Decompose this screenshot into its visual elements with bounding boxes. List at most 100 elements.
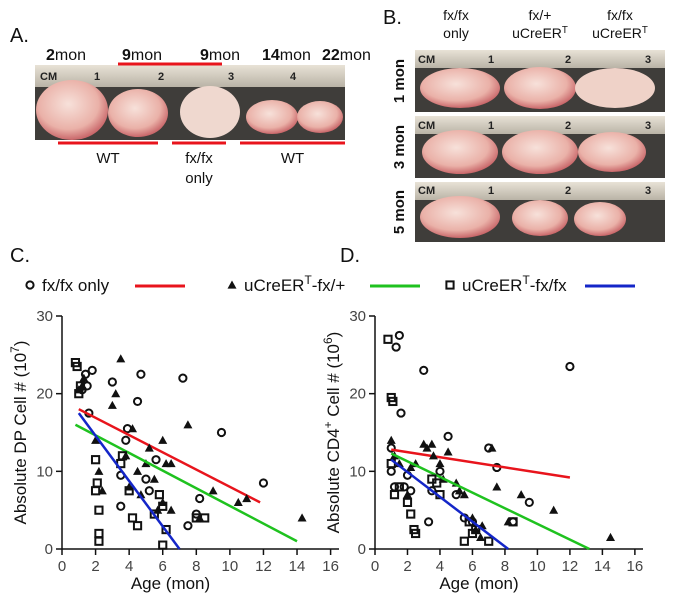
point: [258, 478, 269, 488]
group-label: only: [185, 170, 213, 187]
point: [419, 365, 429, 375]
panel-label: A.: [10, 25, 29, 47]
y-tick-label: 30: [36, 308, 53, 325]
legend-marker: [227, 280, 237, 289]
ruler-label: 3: [645, 120, 651, 132]
age-label: 9mon: [200, 47, 240, 64]
point: [133, 466, 143, 475]
point: [406, 462, 416, 472]
point: [402, 497, 413, 507]
fit-line: [77, 412, 181, 550]
y-axis-label-part: 6: [321, 337, 335, 344]
point: [132, 521, 143, 531]
point: [391, 342, 401, 352]
point: [484, 536, 494, 546]
row-label: 1 mon: [391, 59, 408, 103]
ruler-label: 3: [645, 185, 651, 197]
point: [90, 486, 101, 496]
point: [90, 455, 101, 465]
point: [195, 493, 205, 504]
x-tick-label: 6: [159, 558, 167, 575]
point: [411, 528, 421, 539]
point: [75, 381, 86, 391]
column-header: fx/fx: [607, 7, 633, 23]
column-header-part: only: [443, 25, 469, 41]
point: [166, 459, 176, 468]
point: [451, 490, 461, 500]
point: [87, 365, 97, 375]
point: [443, 431, 453, 441]
age-label-part: 9: [122, 47, 131, 64]
point: [136, 490, 146, 499]
panel-label: B.: [383, 7, 402, 29]
point: [166, 505, 176, 514]
y-tick-label: 20: [349, 386, 366, 403]
ruler-label: CM: [418, 54, 435, 66]
point: [492, 482, 502, 491]
point: [476, 532, 486, 541]
point: [154, 490, 164, 500]
fit-line: [74, 423, 298, 543]
point: [79, 373, 89, 382]
column-header: only: [443, 25, 469, 41]
point: [487, 443, 497, 452]
point: [459, 490, 469, 499]
legend-marker: [445, 280, 455, 290]
column-header-part: uCreER: [512, 25, 562, 41]
point: [459, 536, 469, 546]
point: [399, 482, 409, 492]
point: [233, 497, 243, 506]
point: [389, 482, 400, 492]
x-tick-label: 14: [289, 558, 306, 575]
row-label: 5 mon: [391, 190, 408, 234]
x-tick-label: 2: [91, 558, 99, 575]
column-header-part: uCreER: [592, 25, 642, 41]
point: [161, 524, 171, 535]
point: [141, 474, 151, 484]
y-axis-label-part: Absolute DP Cell # (10: [11, 353, 30, 525]
x-tick-label: 10: [529, 558, 546, 575]
point: [435, 459, 445, 468]
fit-line: [391, 448, 571, 479]
ruler-label: CM: [418, 120, 435, 132]
x-tick-label: 0: [58, 558, 66, 575]
x-tick-label: 16: [627, 558, 644, 575]
point: [606, 532, 616, 541]
fit-line: [390, 452, 590, 551]
x-tick-label: 4: [436, 558, 444, 575]
point: [116, 501, 126, 511]
point: [435, 466, 445, 476]
legend-label-part: uCreER: [462, 276, 522, 295]
age-label-part: mon: [280, 47, 311, 64]
point: [386, 435, 396, 444]
point: [406, 509, 416, 519]
point: [183, 521, 193, 531]
age-label: 14mon: [262, 47, 311, 64]
point: [424, 517, 434, 527]
x-tick-label: 8: [501, 558, 509, 575]
column-header-part: T: [562, 25, 568, 36]
legend-label: fx/fx only: [42, 276, 110, 295]
point: [183, 420, 193, 429]
legend-label-part: -fx/+: [312, 276, 346, 295]
age-label: 9mon: [122, 47, 162, 64]
y-tick-label: 10: [36, 463, 53, 480]
age-label-part: 9: [200, 47, 209, 64]
point: [178, 373, 188, 383]
legend-label-part: T: [522, 273, 529, 287]
point: [443, 447, 453, 456]
age-label-part: mon: [55, 47, 86, 64]
point: [94, 528, 104, 539]
point: [508, 517, 518, 527]
y-tick-label: 20: [36, 386, 53, 403]
ruler-label: 1: [488, 120, 494, 132]
ruler-label: 4: [290, 71, 297, 83]
point: [242, 494, 252, 503]
point: [91, 435, 101, 444]
point: [158, 435, 168, 444]
column-header: fx/+: [529, 7, 552, 23]
photo-b: [415, 50, 665, 242]
x-tick-label: 6: [468, 558, 476, 575]
x-axis-label: Age (mon): [439, 574, 518, 593]
point: [524, 497, 534, 507]
